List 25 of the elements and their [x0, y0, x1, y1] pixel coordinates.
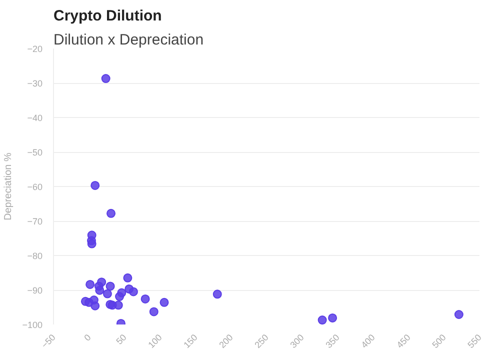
x-tick-label: 50	[114, 332, 128, 346]
x-tick-label: 450	[394, 332, 412, 350]
x-tick-label: 250	[252, 332, 270, 350]
y-tick-label: −90	[27, 286, 43, 296]
x-tick-label: 200	[217, 332, 235, 350]
y-tick-label: −20	[27, 44, 43, 54]
y-tick-label: −50	[27, 148, 43, 158]
y-tick-label: −40	[27, 113, 43, 123]
y-tick-label: −80	[27, 251, 43, 261]
y-tick-label: −70	[27, 216, 43, 226]
x-tick-label: 0	[82, 332, 93, 343]
y-tick-label: −100	[22, 320, 43, 330]
y-axis-title: Depreciation %	[3, 152, 14, 220]
x-tick-label: 100	[146, 332, 164, 350]
y-tick-label: −60	[27, 182, 43, 192]
x-tick-label: 300	[288, 332, 306, 350]
x-tick-label: 150	[182, 332, 200, 350]
x-tick-label: 550	[466, 332, 484, 350]
x-tick-label: 500	[430, 332, 448, 350]
y-tick-label: −30	[27, 78, 43, 88]
x-tick-label: −50	[40, 332, 58, 350]
x-tick-label: 350	[324, 332, 342, 350]
chart-title: Crypto Dilution	[54, 8, 162, 24]
chart-subtitle: Dilution x Depreciation	[54, 32, 204, 48]
x-tick-label: 400	[359, 332, 377, 350]
